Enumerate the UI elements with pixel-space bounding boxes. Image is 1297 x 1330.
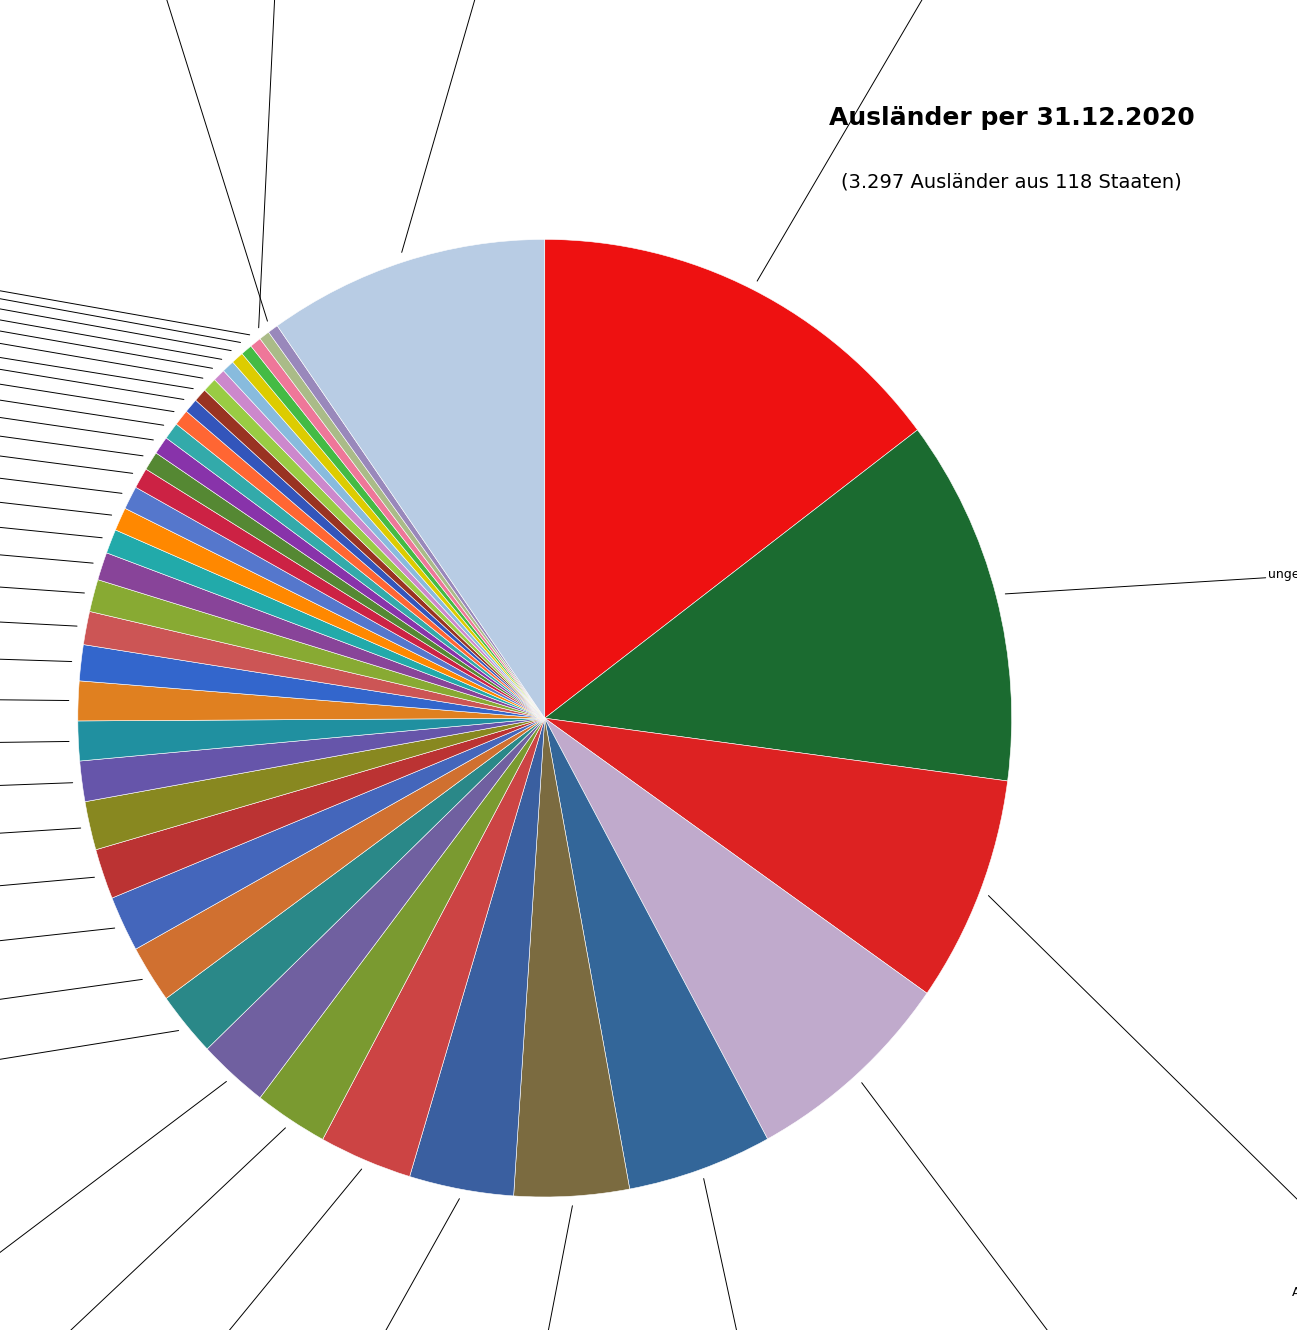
Text: Ausländer per 31.12.2020: Ausländer per 31.12.2020 <box>829 106 1195 130</box>
Text: Tunesien (16): Tunesien (16) <box>0 196 202 378</box>
Text: Slowakei (14): Slowakei (14) <box>0 166 222 359</box>
Wedge shape <box>205 379 545 718</box>
Wedge shape <box>176 411 545 718</box>
Text: Bulgarien (106): Bulgarien (106) <box>0 1169 362 1330</box>
Text: Albanien (56): Albanien (56) <box>0 878 95 967</box>
Wedge shape <box>232 354 545 718</box>
Text: Irak (26): Irak (26) <box>0 403 112 515</box>
Wedge shape <box>125 487 545 718</box>
Text: Indonesien (44): Indonesien (44) <box>0 741 69 759</box>
Text: ehemalige jugoslawische
Republik Mazedonien (15): ehemalige jugoslawische Republik Mazedon… <box>0 203 193 388</box>
Wedge shape <box>166 424 545 718</box>
Text: Rumänien (84): Rumänien (84) <box>0 1128 285 1330</box>
Text: sonstige (320): sonstige (320) <box>402 0 658 253</box>
Wedge shape <box>545 239 917 718</box>
Wedge shape <box>89 580 545 718</box>
Wedge shape <box>514 718 630 1197</box>
Text: staatenlos (12): staatenlos (12) <box>0 0 267 321</box>
Wedge shape <box>136 718 545 999</box>
Wedge shape <box>156 438 545 718</box>
Wedge shape <box>323 718 545 1177</box>
Text: Islamische Republik Iran (62): Islamische Republik Iran (62) <box>0 928 114 1044</box>
Wedge shape <box>545 718 768 1189</box>
Wedge shape <box>166 718 545 1049</box>
Wedge shape <box>410 718 545 1196</box>
Wedge shape <box>208 718 545 1097</box>
Wedge shape <box>278 239 545 718</box>
Text: Ukraine (80): Ukraine (80) <box>0 1081 227 1330</box>
Text: Afghanistan (40): Afghanistan (40) <box>0 625 71 661</box>
Text: Indien (242): Indien (242) <box>861 1083 1297 1330</box>
Wedge shape <box>79 645 545 718</box>
Wedge shape <box>259 718 545 1140</box>
Wedge shape <box>545 718 1008 994</box>
Text: Thailand (14): Thailand (14) <box>0 153 231 351</box>
Text: Pakistan (131): Pakistan (131) <box>381 1206 572 1330</box>
Wedge shape <box>86 718 545 850</box>
Text: Serbien (14): Serbien (14) <box>0 180 213 368</box>
Wedge shape <box>97 553 545 718</box>
Text: Peru (31): Peru (31) <box>0 476 93 563</box>
Wedge shape <box>243 346 545 718</box>
Text: Jordanien (19): Jordanien (19) <box>0 266 163 426</box>
Text: (3.297 Ausländer aus 118 Staaten): (3.297 Ausländer aus 118 Staaten) <box>842 173 1182 192</box>
Wedge shape <box>83 612 545 718</box>
Wedge shape <box>112 718 545 950</box>
Wedge shape <box>115 508 545 718</box>
Text: China (485): China (485) <box>757 0 1169 281</box>
Text: Polen (119): Polen (119) <box>0 1198 459 1330</box>
Text: Nigeria (26): Nigeria (26) <box>0 370 122 493</box>
Text: Ungarn (45): Ungarn (45) <box>0 783 73 823</box>
Text: Russische Föderation (165): Russische Föderation (165) <box>704 1178 948 1330</box>
Text: Kamerun (72): Kamerun (72) <box>0 1031 179 1200</box>
Text: Italien (27): Italien (27) <box>0 438 102 537</box>
Wedge shape <box>79 718 545 802</box>
Text: Republik Korea (21): Republik Korea (21) <box>0 313 143 456</box>
Wedge shape <box>545 430 1012 781</box>
Wedge shape <box>96 718 545 898</box>
Wedge shape <box>136 469 545 718</box>
Wedge shape <box>147 454 545 718</box>
Text: Kolumbien (20): Kolumbien (20) <box>0 289 153 440</box>
Wedge shape <box>214 371 545 718</box>
Wedge shape <box>196 390 545 718</box>
Text: Türkei (54): Türkei (54) <box>0 829 80 891</box>
Wedge shape <box>223 362 545 718</box>
Text: Palästinensische Gebiete (13): Palästinensische Gebiete (13) <box>0 129 250 335</box>
Wedge shape <box>78 718 545 761</box>
Text: Ägypten (37): Ägypten (37) <box>0 572 77 626</box>
Wedge shape <box>250 339 545 718</box>
Wedge shape <box>259 332 545 718</box>
Text: Arabische Republik Syrien (252): Arabische Republik Syrien (252) <box>988 895 1297 1299</box>
Text: Kasachstan (18): Kasachstan (18) <box>0 246 174 411</box>
Wedge shape <box>78 681 545 721</box>
Text: ungeklärt (408): ungeklärt (408) <box>1005 568 1297 595</box>
Wedge shape <box>187 400 545 718</box>
Text: Kosovo (44): Kosovo (44) <box>0 685 69 701</box>
Text: Österreich (13): Österreich (13) <box>0 141 240 342</box>
Text: Marokko (16): Marokko (16) <box>0 227 184 399</box>
Text: Weißrussland (12): Weißrussland (12) <box>245 0 358 327</box>
Text: Vietnam (64): Vietnam (64) <box>0 979 143 1121</box>
Text: Griechenland (36): Griechenland (36) <box>0 521 84 593</box>
Wedge shape <box>268 326 545 718</box>
Wedge shape <box>545 718 927 1138</box>
Text: Bangladesch (23): Bangladesch (23) <box>0 339 132 473</box>
Wedge shape <box>106 529 545 718</box>
